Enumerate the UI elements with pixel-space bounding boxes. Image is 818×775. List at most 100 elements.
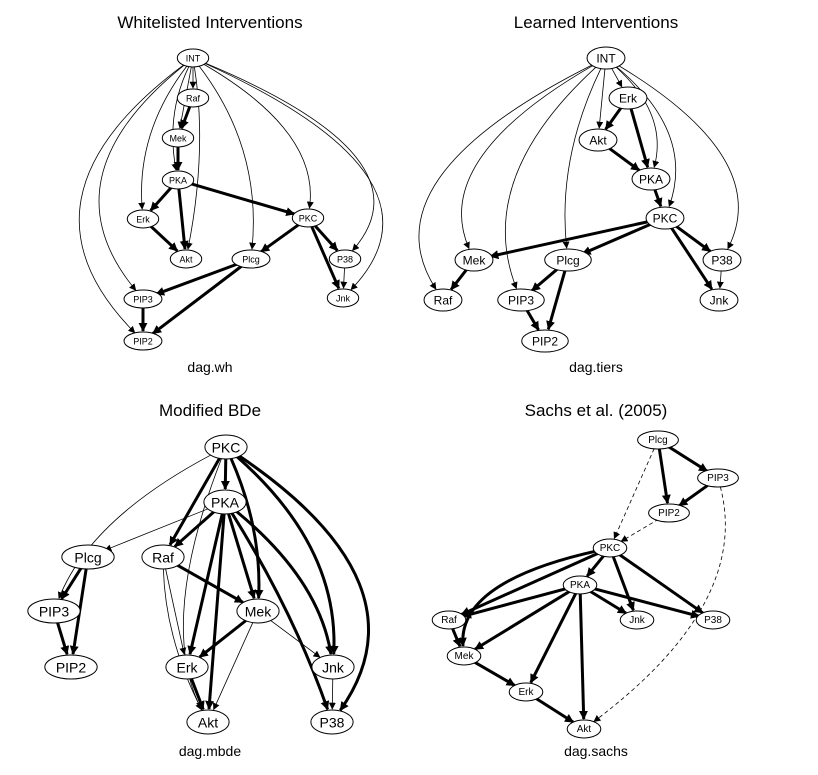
- node-label: Mek: [169, 134, 187, 144]
- edge-pka-to-raf: [173, 510, 215, 548]
- edge-int-to-p38: [204, 62, 375, 251]
- edge-pka-to-jnk: [589, 589, 627, 615]
- edge-pkc-to-mek: [457, 549, 598, 647]
- node-raf: Raf: [423, 288, 463, 312]
- node-ellipse: [645, 206, 685, 230]
- node-p38: P38: [702, 248, 742, 272]
- node-label: PKA: [639, 173, 663, 187]
- node-label: Jnk: [322, 660, 345, 676]
- edge-int-to-plcg: [562, 68, 602, 249]
- node-erk: Erk: [508, 682, 544, 702]
- node-ellipse: [631, 167, 671, 191]
- node-ellipse: [586, 46, 626, 70]
- node-erk: Erk: [165, 654, 209, 680]
- edge-p38-to-jnk: [716, 270, 724, 289]
- edge-pip3-to-akt: [593, 486, 726, 722]
- edge-int-to-pip2: [78, 64, 185, 334]
- node-ellipse: [310, 709, 354, 735]
- edge-int-to-erk: [611, 68, 623, 88]
- edge-pka-to-pkc: [653, 189, 663, 208]
- panel-sachs-2005: Plcg PIP3 PIP2 PKC PKA Raf Jnk P38 Mek Erk Akt: [431, 430, 739, 739]
- node-label: Raf: [441, 615, 457, 626]
- node-label: Mek: [463, 254, 487, 268]
- edge-pkc-to-plcg: [581, 222, 653, 256]
- node-label: PKC: [212, 440, 241, 456]
- node-ellipse: [141, 544, 185, 570]
- panel-1-title: Whitelisted Interventions: [117, 13, 302, 32]
- node-pka: PKA: [562, 575, 598, 595]
- node-label: Erk: [619, 92, 638, 106]
- node-ellipse: [508, 682, 544, 702]
- node-ellipse: [236, 598, 280, 624]
- edge-plcg-to-pkc: [613, 448, 655, 540]
- edge-pkc-to-jnk: [611, 556, 635, 612]
- edge-pkc-to-plcg: [260, 223, 300, 253]
- node-ellipse: [648, 503, 690, 523]
- node-pkc: PKC: [204, 434, 248, 460]
- node-pip3: PIP3: [27, 598, 81, 624]
- node-erk: Erk: [126, 209, 160, 229]
- node-label: Jnk: [629, 615, 646, 626]
- edge-pkc-to-p38: [238, 454, 371, 712]
- node-ellipse: [699, 288, 739, 312]
- node-jnk: Jnk: [311, 654, 355, 680]
- edge-pkc-to-jnk: [236, 455, 339, 655]
- panel-2-title: Learned Interventions: [514, 13, 678, 32]
- edge-plcg-to-pip2: [657, 448, 671, 504]
- edge-int-to-akt: [185, 66, 201, 250]
- edge-pka-to-pkc: [190, 182, 296, 217]
- node-pka: PKA: [203, 489, 247, 515]
- node-label: Akt: [589, 134, 607, 148]
- node-mek: Mek: [454, 248, 494, 272]
- node-ellipse: [165, 654, 209, 680]
- node-ellipse: [521, 329, 569, 353]
- edge-raf-to-akt: [162, 568, 203, 711]
- edge-pip2-to-pkc: [620, 518, 659, 542]
- node-ellipse: [61, 544, 115, 570]
- edge-mek-to-erk: [198, 619, 248, 659]
- node-label: INT: [186, 54, 201, 64]
- edge-plcg-to-pip2: [151, 264, 243, 335]
- node-ellipse: [695, 610, 731, 630]
- node-label: Akt: [198, 715, 218, 731]
- node-raf: Raf: [176, 88, 210, 108]
- edge-int-to-raf: [418, 64, 594, 290]
- panel-2-caption: dag.tiers: [569, 359, 623, 375]
- edge-pkc-to-pip3: [57, 454, 212, 600]
- node-pkc: PKC: [291, 208, 325, 228]
- node-ellipse: [592, 538, 628, 558]
- edge-int-to-erk: [138, 65, 188, 210]
- edge-p38-to-jnk: [340, 267, 348, 289]
- edge-erk-to-akt: [190, 678, 205, 711]
- edge-int-to-pip3: [98, 64, 185, 291]
- node-mek: Mek: [236, 598, 280, 624]
- node-pip2: PIP2: [648, 503, 690, 523]
- node-ellipse: [578, 128, 618, 152]
- node-ellipse: [176, 88, 210, 108]
- node-label: PIP2: [56, 660, 87, 676]
- node-label: PKC: [653, 212, 678, 226]
- node-label: PIP2: [658, 508, 680, 519]
- node-label: P38: [320, 715, 345, 731]
- node-label: Plcg: [242, 255, 260, 265]
- edge-pka-to-erk: [529, 592, 578, 684]
- node-akt: Akt: [566, 719, 602, 739]
- node-ellipse: [27, 598, 81, 624]
- node-ellipse: [176, 48, 210, 68]
- edge-plcg-to-pip3: [667, 445, 708, 473]
- panel-learned-interventions: INT Erk Akt PKA PKC Mek Raf Plcg PIP3 PIP2 P38 Jnk: [418, 46, 742, 353]
- panel-modified-bde: PKC PKA Plcg Raf PIP3 Mek PIP2 Erk Jnk Akt P38: [27, 434, 371, 735]
- node-pka: PKA: [161, 170, 195, 190]
- node-ellipse: [423, 288, 463, 312]
- node-label: P38: [704, 615, 722, 626]
- edge-pka-to-mek: [474, 589, 571, 651]
- node-ellipse: [123, 289, 163, 309]
- panel-whitelisted-interventions: INT Raf Mek PKA Erk Akt PKC Plcg P38 Jnk PIP3 PIP2: [78, 48, 384, 351]
- edge-jnk-to-p38: [328, 678, 336, 710]
- panel-4-title: Sachs et al. (2005): [525, 401, 668, 420]
- node-ellipse: [123, 331, 163, 351]
- node-label: PIP2: [532, 335, 558, 349]
- node-ellipse: [186, 709, 230, 735]
- node-label: PKA: [169, 176, 187, 186]
